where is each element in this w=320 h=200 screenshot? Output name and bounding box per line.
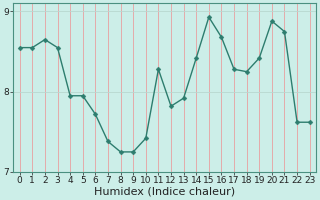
X-axis label: Humidex (Indice chaleur): Humidex (Indice chaleur)	[94, 187, 235, 197]
